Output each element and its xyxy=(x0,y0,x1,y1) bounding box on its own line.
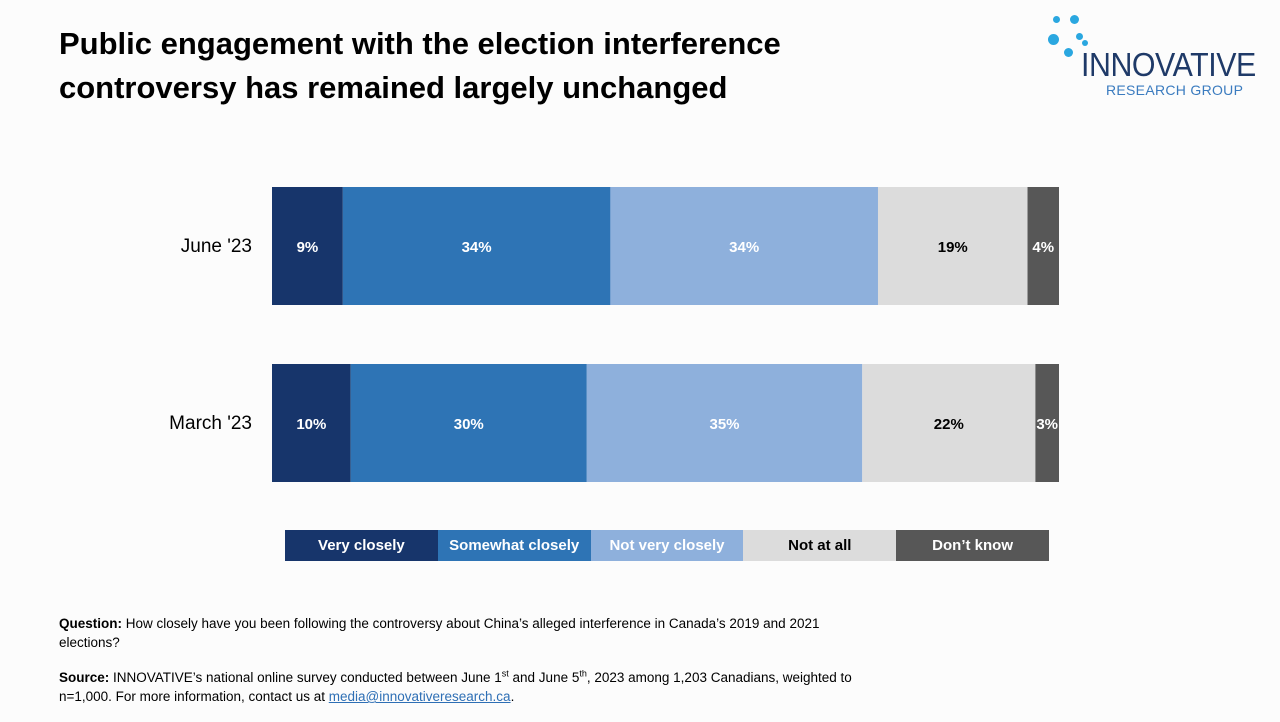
category-label: March '23 xyxy=(169,413,252,434)
question-label: Question: xyxy=(59,616,122,631)
ordinal-suffix: st xyxy=(501,668,509,679)
data-label: 30% xyxy=(454,416,484,433)
chart-legend: Very closely Somewhat closely Not very clo… xyxy=(285,530,1049,561)
bar-segment xyxy=(342,187,611,305)
data-label: 35% xyxy=(710,416,740,433)
legend-item: Don’t know xyxy=(896,530,1049,561)
chart-title: Public engagement with the election inte… xyxy=(59,26,781,105)
data-label: 3% xyxy=(1036,416,1058,433)
question-text: How closely have you been following the … xyxy=(59,616,820,650)
bar-segment xyxy=(1035,364,1059,482)
source-label: Source: xyxy=(59,670,110,685)
bar-segment xyxy=(610,187,878,305)
logo-subtitle: RESEARCH GROUP xyxy=(1106,82,1244,98)
email-link[interactable]: media@innovativeresearch.ca xyxy=(328,689,511,704)
category-label: June '23 xyxy=(181,236,252,257)
data-label: 34% xyxy=(462,239,492,256)
bar-segment xyxy=(272,187,343,305)
source-text: INNOVATIVE’s national online survey cond… xyxy=(113,670,502,685)
source-text: , 2023 among 1,203 Canadians, weighted t… xyxy=(59,670,852,704)
stacked-bar-chart: June '23 9% 34% 34% 19% 4% March '23 10% 30% 35% 2… xyxy=(169,187,1059,482)
data-label: 34% xyxy=(729,239,759,256)
question-note: Question: How closely have you been foll… xyxy=(59,614,859,652)
logo-dot xyxy=(1048,34,1059,45)
logo-dot xyxy=(1070,15,1079,24)
legend-item: Not very closely xyxy=(590,530,744,561)
logo-dot xyxy=(1064,48,1073,57)
source-note: Source: INNOVATIVE’s national online sur… xyxy=(59,668,859,706)
logo-dot xyxy=(1076,33,1083,40)
legend-item: Very closely xyxy=(285,530,438,561)
data-label: 9% xyxy=(297,239,319,256)
legend-item: Somewhat closely xyxy=(437,530,591,561)
footnotes: Question: How closely have you been foll… xyxy=(59,614,859,722)
bar-segment xyxy=(586,364,863,482)
legend-item: Not at all xyxy=(743,530,897,561)
data-label: 19% xyxy=(938,239,968,256)
data-label: 22% xyxy=(934,416,964,433)
ordinal-suffix: th xyxy=(579,668,587,679)
bar-segment xyxy=(862,364,1036,482)
logo-wordmark: INNOVATIVE xyxy=(1081,46,1256,83)
logo-dot xyxy=(1082,40,1088,46)
data-label: 10% xyxy=(296,416,326,433)
bar-segment xyxy=(1027,187,1059,305)
innovative-logo: INNOVATIVE RESEARCH GROUP xyxy=(1040,10,1275,105)
source-text: . xyxy=(510,689,515,704)
bar-segment xyxy=(350,364,587,482)
bar-segment xyxy=(877,187,1028,305)
data-label: 4% xyxy=(1032,239,1054,256)
logo-dot xyxy=(1053,16,1060,23)
bar-segment xyxy=(272,364,351,482)
source-text: and June 5 xyxy=(508,670,580,685)
